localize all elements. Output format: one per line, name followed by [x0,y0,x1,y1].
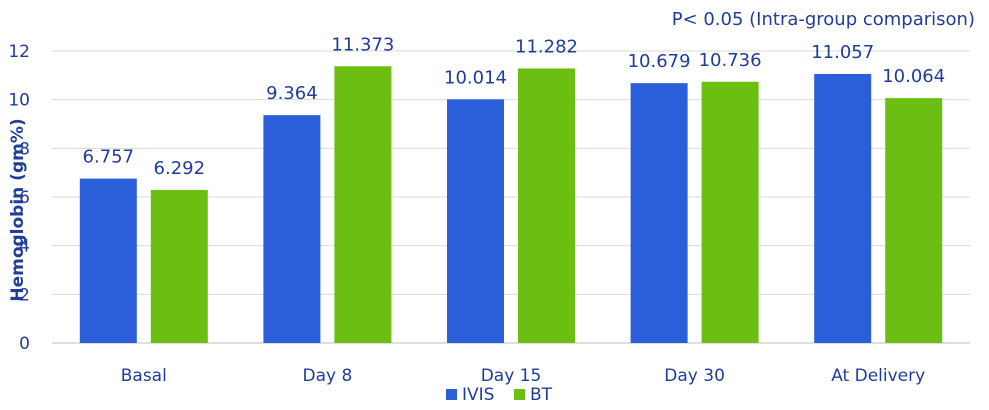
bar-bt-3 [701,81,759,344]
legend-swatch-ivis [446,389,457,400]
legend-label-bt: BT [530,385,553,405]
x-category-label: Day 15 [481,366,542,386]
bars [79,66,943,344]
data-label: 10.736 [699,50,762,71]
y-tick-label: 8 [19,139,30,159]
bar-bt-4 [885,98,943,343]
data-label: 11.282 [515,36,578,57]
data-label: 10.064 [882,66,945,87]
data-label: 11.373 [331,34,394,55]
data-label: 10.679 [628,51,691,72]
y-axis-ticks: 0 2 4 6 8 10 12 [8,42,30,354]
bar-bt-1 [334,66,392,343]
x-category-label: Basal [121,366,167,386]
y-tick-label: 0 [19,334,30,354]
legend-swatch-bt [514,389,525,400]
y-axis-label: Hemoglobin (gm%) [8,118,28,301]
y-tick-label: 12 [8,42,30,62]
data-label: 6.757 [83,147,135,168]
x-category-label: Day 30 [664,366,725,386]
legend-label-ivis: IVIS [462,385,494,405]
y-tick-label: 4 [19,237,30,257]
data-label: 11.057 [811,42,874,63]
bar-bt-2 [518,68,575,343]
x-axis-categories: Basal Day 8 Day 15 Day 30 At Delivery [121,366,925,386]
x-category-label: At Delivery [831,366,925,386]
legend: IVIS BT [446,385,553,405]
bar-ivis-3 [630,83,688,343]
chart-annotation: P< 0.05 (Intra-group comparison) [672,9,975,30]
y-tick-label: 6 [19,188,30,208]
y-tick-label: 2 [19,285,30,305]
data-label: 9.364 [266,83,318,104]
data-label: 10.014 [444,67,507,88]
bar-ivis-4 [814,73,872,343]
bar-bt-0 [150,189,208,343]
data-label: 6.292 [154,158,206,179]
bar-ivis-0 [79,178,137,343]
data-labels: 6.757 6.292 9.364 11.373 10.014 11.282 10.679 1… [83,34,946,179]
x-category-label: Day 8 [303,366,353,386]
y-tick-label: 10 [8,91,30,111]
bar-ivis-1 [263,115,321,343]
bar-ivis-2 [447,99,504,344]
